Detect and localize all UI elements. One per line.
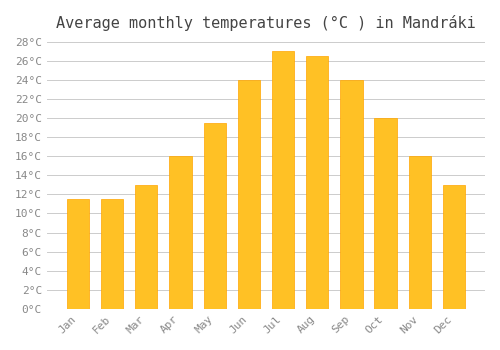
Bar [204, 123, 226, 309]
Bar [170, 156, 192, 309]
Bar [408, 156, 431, 309]
Bar [443, 185, 465, 309]
Bar [306, 56, 328, 309]
Bar [101, 199, 123, 309]
Bar [272, 51, 294, 309]
Title: Average monthly temperatures (°C ) in Mandráki: Average monthly temperatures (°C ) in Ma… [56, 15, 476, 31]
Bar [340, 80, 362, 309]
Bar [374, 118, 396, 309]
Bar [238, 80, 260, 309]
Bar [135, 185, 158, 309]
Bar [67, 199, 89, 309]
